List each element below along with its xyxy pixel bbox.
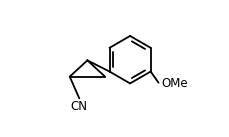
Text: CN: CN (70, 100, 87, 113)
Text: OMe: OMe (161, 77, 188, 90)
